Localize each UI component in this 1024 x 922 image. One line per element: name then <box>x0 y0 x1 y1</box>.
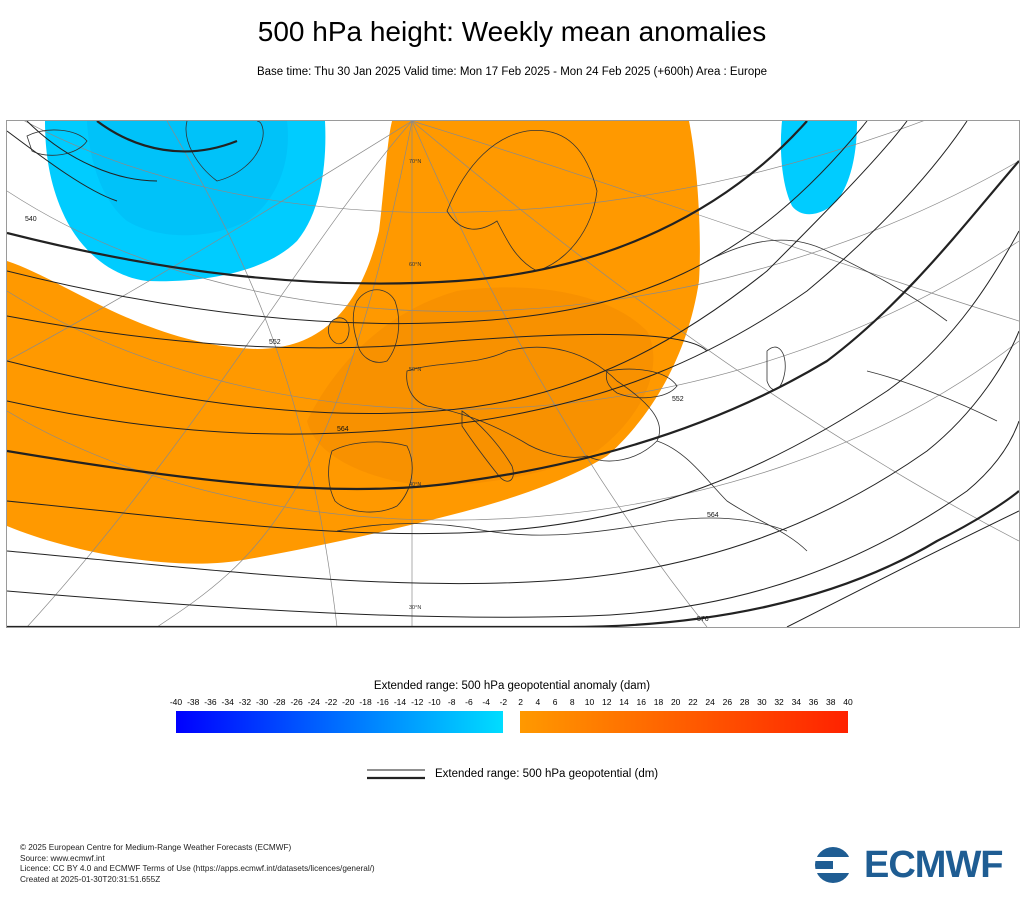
colorbar-tick-label: 8 <box>569 697 575 707</box>
contour-legend-label: Extended range: 500 hPa geopotential (dm… <box>435 768 659 780</box>
ecmwf-logo: ECMWF <box>812 844 1012 886</box>
colorbar-tick-label: -38 <box>187 697 200 707</box>
contour-label-564-east: 564 <box>707 512 719 519</box>
colorbar-tick-label: -6 <box>465 697 473 707</box>
footer-licence: Licence: CC BY 4.0 and ECMWF Terms of Us… <box>20 864 375 874</box>
colorbar-tick-label: 12 <box>602 697 612 707</box>
europe-mainland-coast <box>406 346 660 462</box>
lat-label-60: 60°N <box>409 262 421 268</box>
iberia-coast <box>328 441 413 513</box>
colorbar-tick-label: -34 <box>221 697 234 707</box>
colorbar-positive <box>520 711 848 733</box>
colorbar-tick-label: -18 <box>359 697 372 707</box>
colorbar-tick-label: 20 <box>670 697 681 707</box>
colorbar-tick-label: 28 <box>739 697 750 707</box>
colorbar-tick-label: 24 <box>705 697 715 707</box>
colorbar-tick-label: -4 <box>482 697 490 707</box>
colorbar-tick-label: 6 <box>552 697 558 707</box>
ecmwf-logo-icon <box>812 847 860 883</box>
colorbar-tick-label: -40 <box>169 697 183 707</box>
colorbar-tick-label: -20 <box>342 697 355 707</box>
colorbar-tick-label: -16 <box>376 697 389 707</box>
chart-title: 500 hPa height: Weekly mean anomalies <box>257 16 767 47</box>
colorbar-tick-label: 32 <box>774 697 784 707</box>
italy-coast <box>461 410 514 482</box>
colorbar-tick-label: 36 <box>808 697 819 707</box>
colorbar-tick-label: -26 <box>290 697 303 707</box>
russia-coast <box>706 239 948 322</box>
negative-anomaly-region-ne <box>780 121 857 215</box>
footer-copyright: © 2025 European Centre for Medium-Range … <box>20 843 292 852</box>
black-sea-coast <box>605 368 678 399</box>
colorbar-title: Extended range: 500 hPa geopotential ano… <box>373 680 651 692</box>
footer-source: Source: www.ecmwf.int <box>20 853 105 863</box>
colorbar-neutral <box>503 711 520 733</box>
colorbar-tick-label: 22 <box>688 697 698 707</box>
colorbar-tick-label: 40 <box>843 697 853 707</box>
colorbar-tick-label: -10 <box>428 697 441 707</box>
contour-label-558: 552 <box>672 396 684 403</box>
colorbar-tick-label: -8 <box>447 697 456 707</box>
colorbar <box>176 711 848 733</box>
colorbar-tick-label: 26 <box>722 697 733 707</box>
colorbar-tick-label: 30 <box>757 697 767 707</box>
positive-anomaly-core <box>307 287 654 486</box>
british-isles-coast <box>352 289 400 363</box>
colorbar-tick-label: -14 <box>393 697 407 707</box>
caspian-coast <box>766 346 786 391</box>
colorbar-tick-label: 4 <box>535 697 541 707</box>
geopotential-contours <box>7 121 1019 627</box>
contour-labels: 552 564 552 564 576 540 <box>25 216 719 623</box>
lat-label-70: 70°N <box>409 159 421 165</box>
colorbar-tick-label: 10 <box>584 697 595 707</box>
anomaly-map: 552 564 552 564 576 540 70°N 60°N 50°N 4… <box>6 120 1020 628</box>
scandinavia-coast <box>446 129 598 272</box>
negative-anomaly-core-nw <box>87 121 288 236</box>
colorbar-tick-label: -30 <box>255 697 269 707</box>
colorbar-negative <box>176 711 503 733</box>
latitude-labels: 70°N 60°N 50°N 40°N 30°N <box>409 159 421 611</box>
colorbar-tick-label: -28 <box>273 697 286 707</box>
lat-label-30: 30°N <box>409 605 421 611</box>
colorbar-tick-label: 18 <box>653 697 664 707</box>
coastlines <box>26 121 998 552</box>
colorbar-tick-label: -22 <box>324 697 338 707</box>
colorbar-tick-labels: -40 -38 -36 -34 -32 -30 -28 -26 -24 -22 -20 -18 -16-… <box>168 697 856 709</box>
contour-label-576: 576 <box>697 616 709 623</box>
contour-label-564: 564 <box>337 426 349 433</box>
iceland-coast <box>26 129 88 156</box>
north-africa-coast <box>336 517 788 536</box>
chart-subtitle: Base time: Thu 30 Jan 2025 Valid time: M… <box>256 66 768 78</box>
colorbar-tick-label: -36 <box>204 697 217 707</box>
colorbar-tick-label: 38 <box>826 697 836 707</box>
colorbar-tick-label: 16 <box>636 697 646 707</box>
middle-east-coast <box>656 440 808 552</box>
colorbar-tick-label: -32 <box>238 697 252 707</box>
lat-label-40: 40°N <box>409 482 421 488</box>
footer-credits: © 2025 European Centre for Medium-Range … <box>20 843 375 885</box>
colorbar-tick-label: 34 <box>791 697 802 707</box>
colorbar-tick-label: -24 <box>307 697 320 707</box>
colorbar-tick-label: 2 <box>518 697 523 707</box>
ireland-coast <box>327 317 350 345</box>
contour-label-552: 552 <box>269 339 281 346</box>
arabian-coast <box>866 370 998 422</box>
contour-legend-symbol <box>367 767 425 781</box>
ecmwf-logo-text: ECMWF <box>864 844 1004 886</box>
contour-label-540: 540 <box>25 216 37 223</box>
lat-label-50: 50°N <box>409 367 421 373</box>
colorbar-tick-label: 14 <box>619 697 629 707</box>
colorbar-tick-label: -12 <box>411 697 424 707</box>
colorbar-tick-label: -2 <box>499 697 508 707</box>
footer-created: Created at 2025-01-30T20:31:51.655Z <box>20 874 161 884</box>
